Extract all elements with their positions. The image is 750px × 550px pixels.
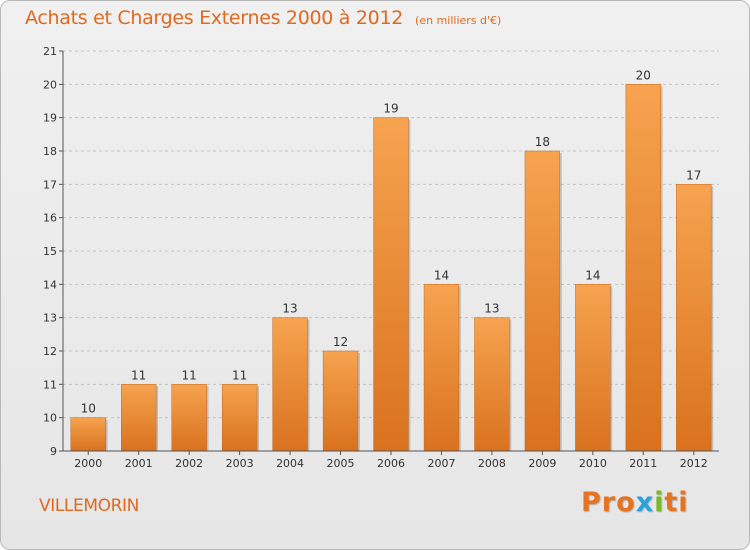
bar-2000 — [70, 417, 106, 452]
logo-letter: t — [664, 487, 679, 518]
logo-letter: i — [678, 487, 689, 518]
y-tick-label: 13 — [43, 312, 57, 325]
bar-value-label: 14 — [585, 268, 600, 282]
proxiti-logo[interactable]: Proxiti — [581, 487, 689, 518]
bar-2003 — [221, 384, 258, 452]
y-tick-label: 19 — [43, 112, 57, 125]
bar-2006 — [373, 117, 409, 452]
y-tick-label: 9 — [50, 445, 57, 458]
x-tick-label: 2012 — [680, 457, 708, 470]
axes: 9 10 11 12 13 14 15 16 17 18 19 20 21 2000 2001 2002 200… — [43, 45, 719, 470]
bar-2007 — [423, 284, 460, 452]
y-tick-label: 21 — [43, 45, 57, 58]
bar-2001 — [121, 384, 157, 452]
logo-letter: x — [635, 487, 655, 518]
bar-2010 — [575, 284, 611, 452]
bar-value-label: 17 — [686, 168, 701, 182]
bar-value-label: 18 — [535, 135, 550, 149]
x-tick-label: 2003 — [226, 457, 254, 470]
bar-value-label: 19 — [383, 102, 398, 116]
y-tick-label: 20 — [43, 78, 57, 91]
x-tick-label: 2008 — [478, 457, 506, 470]
bar-2012 — [676, 184, 712, 452]
bar-value-label: 11 — [232, 368, 247, 382]
x-tick-label: 2001 — [125, 457, 153, 470]
bar-value-label: 13 — [484, 302, 499, 316]
x-tick-label: 2000 — [74, 457, 102, 470]
title-block: Achats et Charges Externes 2000 à 2012 (… — [25, 7, 501, 29]
logo-letter: r — [601, 487, 617, 518]
bar-value-label: 13 — [282, 302, 297, 316]
y-tick-label: 16 — [43, 212, 57, 225]
logo-letter: o — [616, 487, 636, 518]
x-tick-label: 2002 — [175, 457, 203, 470]
y-tick-label: 10 — [43, 412, 57, 425]
bar-2008 — [474, 317, 510, 452]
logo-letter: i — [654, 487, 665, 518]
bar-value-label: 10 — [81, 402, 96, 416]
bars: 10 11 11 11 13 12 19 14 13 18 14 20 17 — [70, 68, 714, 452]
chart-unit: (en milliers d'€) — [415, 14, 502, 27]
y-tick-label: 11 — [43, 378, 57, 391]
bar-value-label: 12 — [333, 335, 348, 349]
chart-title: Achats et Charges Externes 2000 à 2012 — [25, 7, 404, 29]
bar-value-label: 14 — [434, 268, 449, 282]
x-tick-label: 2005 — [327, 457, 355, 470]
bar-2005 — [322, 350, 359, 452]
y-tick-label: 17 — [43, 178, 57, 191]
y-tick-label: 12 — [43, 345, 57, 358]
bar-value-label: 20 — [636, 68, 651, 82]
bar-2004 — [272, 317, 308, 452]
y-tick-label: 14 — [43, 278, 57, 291]
x-tick-label: 2007 — [427, 457, 455, 470]
y-tick-label: 15 — [43, 245, 57, 258]
x-tick-label: 2006 — [377, 457, 405, 470]
bar-value-label: 11 — [131, 368, 146, 382]
bar-2009 — [524, 150, 561, 452]
commune-name: VILLEMORIN — [39, 496, 139, 516]
logo-letter: P — [581, 487, 602, 518]
bar-2011 — [625, 84, 661, 452]
x-tick-label: 2011 — [629, 457, 657, 470]
x-tick-label: 2009 — [528, 457, 556, 470]
x-tick-label: 2004 — [276, 457, 304, 470]
y-tick-label: 18 — [43, 145, 57, 158]
bar-value-label: 11 — [182, 368, 197, 382]
bar-2002 — [171, 384, 207, 452]
x-tick-label: 2010 — [579, 457, 607, 470]
